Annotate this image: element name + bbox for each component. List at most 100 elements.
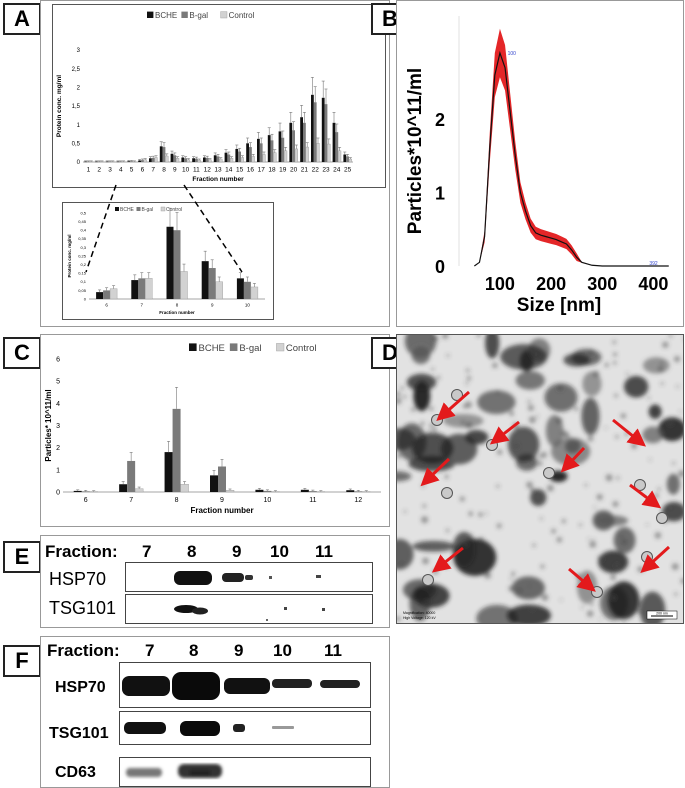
x-tick-label: 7 <box>129 497 133 504</box>
bar-b-gal <box>354 491 363 492</box>
tem-particle <box>459 496 465 502</box>
bar-control <box>240 157 244 163</box>
tem-particle <box>626 372 629 376</box>
tem-particle <box>541 355 547 361</box>
scale-bar-label: 200 nm <box>656 612 668 616</box>
bar-b-gal <box>108 161 112 163</box>
tem-particle <box>610 595 617 601</box>
fraction-9-e: 9 <box>232 542 242 561</box>
y-tick-label: 1 <box>435 184 445 204</box>
y-tick-label: 2 <box>77 85 81 91</box>
tem-aggregate <box>623 375 649 398</box>
tem-particle <box>559 418 563 422</box>
bar-control <box>273 152 277 163</box>
tem-particle <box>530 487 536 494</box>
tem-particle <box>466 375 472 381</box>
tem-particle <box>679 410 682 413</box>
red-arrow <box>420 457 451 487</box>
bar-b-gal <box>141 160 144 162</box>
tem-particle <box>400 386 404 390</box>
bar-control <box>121 161 126 163</box>
y-tick-label: 2,5 <box>72 67 81 73</box>
tem-particle <box>576 440 581 445</box>
bar-b-gal <box>138 278 146 299</box>
legend-label-control: Control <box>229 11 255 20</box>
panel-f-western-blot: Fraction: 7 8 9 10 11 HSP70 TSG101 CD63 <box>40 636 390 788</box>
bar-bche <box>201 261 209 299</box>
y-tick-label: 4 <box>56 401 60 408</box>
tem-particle <box>429 406 434 411</box>
y-tick-label: 0 <box>435 257 445 277</box>
y-tick-label: 0 <box>77 160 81 166</box>
tem-aggregate <box>642 357 670 374</box>
tem-particle <box>446 354 450 357</box>
bar-b-gal <box>227 154 231 162</box>
chart-a-inset-svg: 0 0,05 0,1 0,15 0,2 0,25 0,3 0,35 0,4 0,45 0,5 6 7 8 9… <box>67 206 265 315</box>
tem-particle <box>589 541 597 548</box>
tem-particle <box>397 391 401 397</box>
bar-control <box>186 159 190 163</box>
tem-particle <box>415 455 419 458</box>
tem-particle <box>411 407 416 412</box>
tem-particle <box>660 361 664 365</box>
x-tick-label: 10 <box>264 497 272 504</box>
x-tick-label: 10 <box>182 167 190 174</box>
tem-particle <box>578 523 582 527</box>
tem-particle <box>604 426 607 429</box>
tem-vesicle <box>431 414 443 426</box>
tem-particle <box>444 474 449 479</box>
x-tick-label: 3 <box>108 167 112 174</box>
tem-aggregate <box>411 345 431 365</box>
x-tick-label: 4 <box>119 167 123 174</box>
tem-vesicle <box>641 551 653 563</box>
x-tick-label: 7 <box>151 167 155 174</box>
x-tick-label: 18 <box>268 167 276 174</box>
x-tick-label: 9 <box>211 303 214 308</box>
legend-label-control: Control <box>286 343 317 354</box>
bar-control <box>132 161 136 163</box>
bar-bche <box>246 143 249 162</box>
bar-control <box>134 488 144 493</box>
bar-b-gal <box>346 156 349 162</box>
tem-particle <box>678 470 683 478</box>
tem-particle <box>476 335 481 338</box>
tem-particle <box>592 370 600 377</box>
tem-particle <box>612 360 617 365</box>
row-label-hsp70-f: HSP70 <box>55 679 106 696</box>
fraction-7-f: 7 <box>145 641 155 660</box>
x-tick-label: 16 <box>247 167 255 174</box>
tem-particle <box>478 536 484 542</box>
tem-aggregate <box>452 531 476 568</box>
tem-particle <box>527 400 531 404</box>
bar-bche <box>300 117 303 162</box>
tem-particle <box>596 494 603 501</box>
bar-bche <box>267 135 271 162</box>
x-tick-label: 5 <box>130 167 134 174</box>
bar-bche <box>84 161 87 163</box>
chart-a-svg: 00,511,522,531 2 3 4 5 6 7 8 9 10 11 12 13 14 15 16 17 18… <box>56 11 353 183</box>
tem-aggregate <box>485 335 500 359</box>
x-tick-label: 17 <box>258 167 266 174</box>
y-tick-label: 1 <box>56 467 60 474</box>
tem-particle <box>581 606 584 609</box>
tem-particle <box>496 390 500 394</box>
tem-particle <box>593 506 596 509</box>
bar-bche <box>321 97 325 162</box>
y-tick-label: 5 <box>56 379 60 386</box>
tem-particle <box>560 598 563 602</box>
x-tick-label: 8 <box>175 497 179 504</box>
tem-particle <box>460 420 465 425</box>
tem-aggregate <box>598 550 629 574</box>
bar-control <box>197 159 201 163</box>
bar-control <box>225 490 235 493</box>
x-tick-label: 200 <box>536 274 566 294</box>
tem-aggregate <box>642 426 664 444</box>
x-tick-label: 9 <box>220 497 224 504</box>
tem-particle <box>647 396 651 400</box>
y-tick-label: 0,5 <box>72 141 81 147</box>
bar-bche <box>181 157 185 162</box>
tem-vesicle <box>441 487 453 499</box>
tem-particle <box>614 393 618 398</box>
tem-particle <box>465 381 469 385</box>
